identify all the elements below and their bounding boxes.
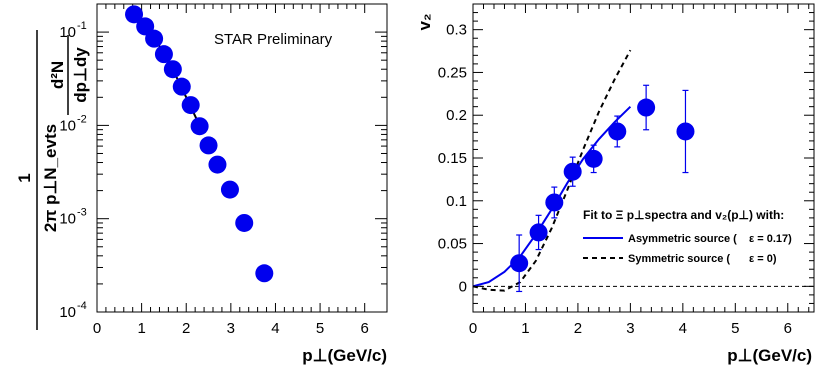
- right-x-tick-label: 4: [679, 320, 687, 337]
- right-x-axis-label: p⊥(GeV/c): [727, 346, 812, 365]
- left-data-point: [172, 77, 191, 96]
- right-points: [510, 84, 695, 293]
- right-y-axis-label: v₂: [415, 13, 434, 30]
- legend-asymmetric-param: ε = 0.17): [749, 233, 792, 245]
- left-data-point: [199, 136, 218, 155]
- left-x-axis-label: p⊥(GeV/c): [302, 346, 387, 365]
- right-x-tick-label: 5: [731, 320, 739, 337]
- right-data-point: [608, 122, 627, 141]
- right-y-tick-label: 0.1: [446, 193, 467, 210]
- left-data-point: [125, 5, 144, 24]
- left-plot-frame: [96, 3, 388, 313]
- legend-symmetric-label: Symmetric source (: [628, 253, 730, 265]
- right-x-tick-label: 2: [574, 320, 582, 337]
- left-data-point: [208, 155, 227, 174]
- left-points: [125, 5, 274, 283]
- right-data-point: [637, 98, 656, 117]
- left-x-tick-label: 2: [182, 320, 190, 337]
- left-data-point: [220, 180, 239, 199]
- left-data-point: [255, 264, 274, 283]
- left-chart: 0 1 2 3 4 5 610-410-310-210-1 1 2π p⊥N_evts d²…: [15, 3, 388, 365]
- right-x-tick-label: 0: [469, 320, 477, 337]
- right-chart: 0 1 2 3 4 5 6 0 0.05 0.1 0.15 0.2 0.25 0.3 v₂ p⊥(GeV/…: [415, 3, 815, 365]
- left-ylabel-numerator: 1: [15, 173, 34, 182]
- right-y-tick-label: 0: [459, 278, 467, 295]
- left-ylabel-expr-bottom: dp⊥dy: [71, 47, 90, 103]
- legend: Fit to Ξ p⊥spectra and v₂(p⊥) with: Asym…: [583, 208, 792, 265]
- right-y-tick-label: 0.05: [438, 236, 467, 253]
- left-annotation: STAR Preliminary: [214, 31, 333, 48]
- right-y-tick-label: 0.2: [446, 107, 467, 124]
- right-x-tick-label: 3: [626, 320, 634, 337]
- left-data-point: [145, 29, 164, 48]
- right-axes: 0 1 2 3 4 5 6 0 0.05 0.1 0.15 0.2 0.25 0.3: [438, 3, 814, 337]
- right-data-point: [563, 162, 582, 181]
- right-x-tick-label: 6: [784, 320, 792, 337]
- left-x-tick-label: 4: [271, 320, 279, 337]
- right-data-point: [584, 149, 603, 168]
- right-data-point: [676, 122, 695, 141]
- right-data-point: [529, 223, 548, 242]
- right-y-tick-label: 0.3: [446, 22, 467, 39]
- legend-asymmetric-label: Asymmetric source (: [628, 233, 737, 245]
- right-data-point: [510, 254, 529, 273]
- left-y-tick-label: 10: [59, 211, 76, 228]
- symmetric-fit-line: [472, 49, 632, 292]
- left-data-point: [154, 45, 173, 64]
- left-x-tick-label: 1: [137, 320, 145, 337]
- left-y-tick-label: 10: [59, 24, 76, 41]
- left-x-tick-label: 3: [227, 320, 235, 337]
- left-data-point: [190, 117, 209, 136]
- left-data-point: [235, 213, 254, 232]
- left-y-tick-label: 10: [59, 117, 76, 134]
- right-y-tick-label: 0.15: [438, 150, 467, 167]
- left-data-point: [181, 96, 200, 115]
- right-data-point: [545, 193, 564, 212]
- left-y-tick-exponent: -4: [77, 300, 87, 312]
- right-x-tick-label: 1: [521, 320, 529, 337]
- left-y-tick-exponent: -2: [77, 113, 87, 125]
- left-y-tick-exponent: -3: [77, 207, 87, 219]
- left-ylabel-denominator: 2π p⊥N_evts: [41, 124, 60, 232]
- left-y-axis-label: 1 2π p⊥N_evts d²N dp⊥dy: [15, 30, 90, 330]
- left-x-tick-label: 0: [93, 320, 101, 337]
- left-axes: 0 1 2 3 4 5 610-410-310-210-1: [59, 3, 387, 337]
- left-ylabel-expr-top: d²N: [48, 61, 67, 89]
- left-x-tick-label: 5: [316, 320, 324, 337]
- left-data-point: [163, 60, 182, 79]
- right-y-tick-label: 0.25: [438, 64, 467, 81]
- left-y-tick-label: 10: [59, 304, 76, 321]
- legend-title: Fit to Ξ p⊥spectra and v₂(p⊥) with:: [583, 208, 784, 222]
- legend-symmetric-param: ε = 0): [749, 253, 777, 265]
- left-y-tick-exponent: -1: [77, 20, 87, 32]
- left-x-tick-label: 6: [361, 320, 369, 337]
